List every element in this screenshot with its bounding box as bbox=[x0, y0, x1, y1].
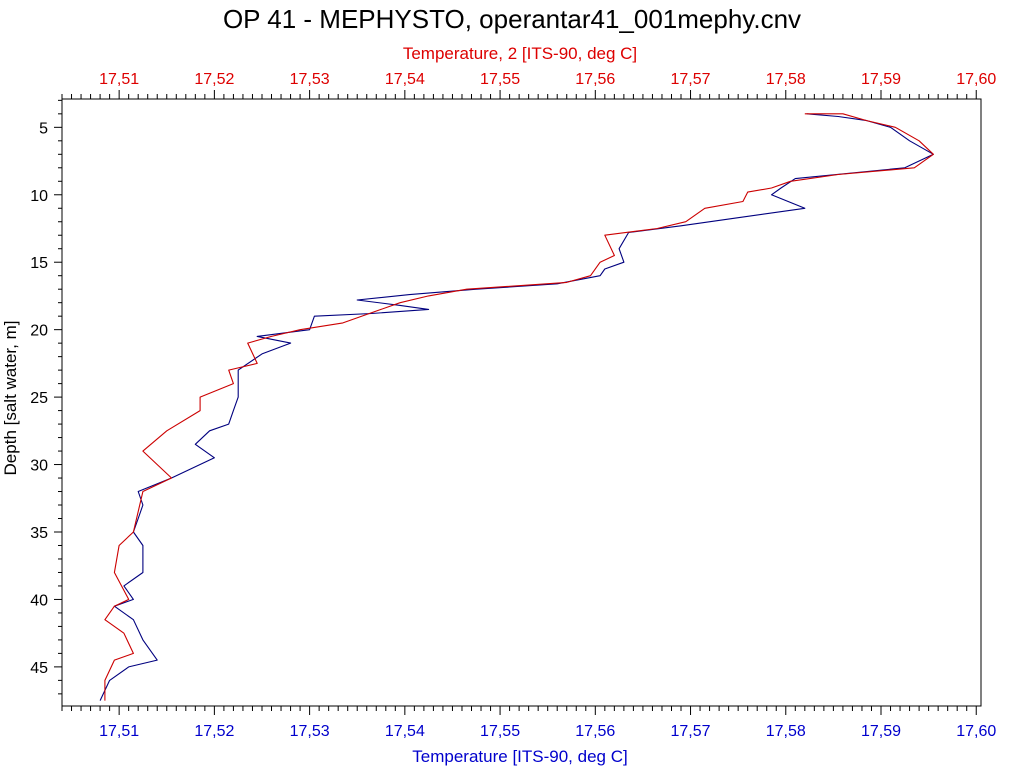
x-bottom-tick-label: 17,57 bbox=[671, 723, 711, 740]
x-bottom-tick-label: 17,54 bbox=[385, 723, 425, 740]
tick-labels: 17,51 17,51 17,52 17,52 17,53 17,53 17,54 17,54… bbox=[30, 71, 996, 740]
x-top-tick-label: 17,53 bbox=[290, 71, 330, 88]
x-top-tick-label: 17,58 bbox=[766, 71, 806, 88]
x-top-tick-label: 17,52 bbox=[194, 71, 234, 88]
axis-ticks bbox=[54, 90, 977, 715]
x-bottom-tick-label: 17,51 bbox=[99, 723, 139, 740]
series-line-2 bbox=[104, 113, 934, 701]
x-bottom-tick-label: 17,55 bbox=[480, 723, 520, 740]
x-top-tick-label: 17,55 bbox=[480, 71, 520, 88]
y-tick-label: 25 bbox=[30, 390, 48, 407]
x-top-tick-label: 17,57 bbox=[671, 71, 711, 88]
x-bottom-tick-label: 17,59 bbox=[861, 723, 901, 740]
series-line-1 bbox=[99, 113, 934, 701]
x-top-tick-label: 17,51 bbox=[99, 71, 139, 88]
x-top-tick-label: 17,60 bbox=[956, 71, 996, 88]
top-axis-label: Temperature, 2 [ITS-90, deg C] bbox=[403, 44, 637, 63]
y-tick-label: 5 bbox=[39, 120, 48, 137]
x-bottom-tick-label: 17,56 bbox=[575, 723, 615, 740]
y-tick-label: 15 bbox=[30, 255, 48, 272]
y-tick-label: 45 bbox=[30, 660, 48, 677]
chart-title: OP 41 - MEPHYSTO, operantar41_001mephy.c… bbox=[223, 4, 801, 34]
x-bottom-tick-label: 17,52 bbox=[194, 723, 234, 740]
y-tick-label: 30 bbox=[30, 458, 48, 475]
x-top-tick-label: 17,54 bbox=[385, 71, 425, 88]
y-tick-label: 20 bbox=[30, 323, 48, 340]
x-top-tick-label: 17,59 bbox=[861, 71, 901, 88]
x-bottom-tick-label: 17,53 bbox=[290, 723, 330, 740]
x-bottom-tick-label: 17,58 bbox=[766, 723, 806, 740]
bottom-axis-label: Temperature [ITS-90, deg C] bbox=[412, 747, 627, 766]
y-tick-label: 40 bbox=[30, 592, 48, 609]
series-group bbox=[99, 113, 934, 701]
x-bottom-tick-label: 17,60 bbox=[956, 723, 996, 740]
y-axis-label: Depth [salt water, m] bbox=[1, 321, 20, 476]
y-tick-label: 35 bbox=[30, 525, 48, 542]
plot-area bbox=[61, 98, 982, 707]
y-tick-label: 10 bbox=[30, 188, 48, 205]
x-top-tick-label: 17,56 bbox=[575, 71, 615, 88]
